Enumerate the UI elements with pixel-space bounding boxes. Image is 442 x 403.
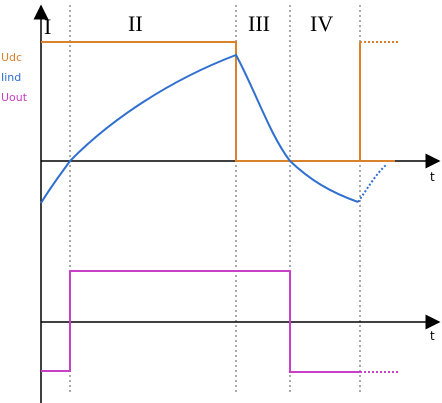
iind-waveform — [40, 53, 359, 204]
axis-label: t — [430, 329, 435, 343]
phase-label: IV — [310, 11, 333, 36]
axis-label: t — [430, 170, 435, 184]
signal-label: Udc — [1, 51, 22, 64]
signal-label: Iind — [1, 71, 21, 84]
phase-label: II — [128, 11, 143, 36]
phase-label: III — [248, 11, 270, 36]
phase-label: I — [44, 14, 51, 39]
udc-waveform — [41, 41, 361, 162]
iind-continuation — [357, 164, 387, 203]
signal-label: Uout — [1, 91, 28, 104]
uout-waveform — [41, 270, 360, 373]
